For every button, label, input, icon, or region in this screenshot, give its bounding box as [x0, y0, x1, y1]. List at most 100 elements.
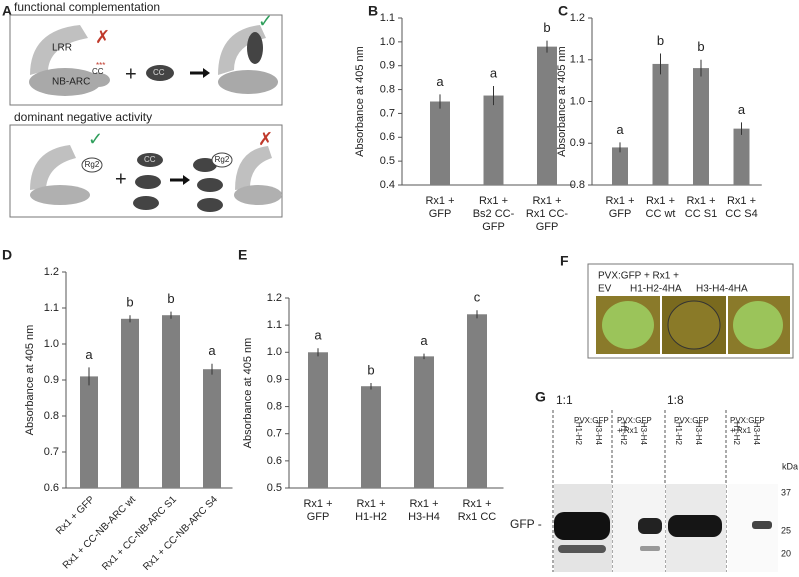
- bar: [361, 386, 381, 488]
- shape: [133, 196, 159, 210]
- y-tick-label: 1.0: [44, 338, 59, 350]
- shape: [30, 145, 76, 190]
- y-tick-label: 0.9: [380, 60, 395, 72]
- y-tick-label: 0.7: [380, 107, 395, 119]
- label: CC: [92, 67, 104, 76]
- lane-label: H1-H2-4HA: [630, 284, 682, 295]
- x-tick-label: Bs2 CC-: [473, 208, 515, 220]
- annotation: a: [436, 74, 444, 89]
- group-label: PVX:GFP: [574, 416, 609, 425]
- bar: [652, 63, 669, 185]
- y-tick-label: 1.1: [570, 54, 585, 66]
- lane-label: H3-H4: [694, 422, 703, 446]
- annotation: b: [543, 20, 550, 35]
- y-axis-title: Absorbance at 405 nm: [556, 46, 568, 157]
- label: CC: [144, 155, 156, 164]
- annotation: a: [616, 122, 624, 137]
- x-tick-label: Rx1 +: [727, 195, 756, 207]
- x-tick-label: Rx1 +: [479, 195, 508, 207]
- lane-label: H3-H4-4HA: [696, 284, 748, 295]
- annotation: a: [490, 65, 498, 80]
- shape: [197, 178, 223, 192]
- y-tick-label: 0.8: [267, 400, 282, 412]
- x-tick-label: CC wt: [646, 208, 676, 220]
- annotation: b: [367, 362, 374, 377]
- shape: [135, 175, 161, 189]
- y-tick-label: 0.5: [380, 155, 395, 167]
- lane-label: H1-H2: [674, 422, 683, 446]
- y-tick-label: 0.8: [44, 410, 59, 422]
- bar: [121, 318, 139, 488]
- leaf-spot: [667, 300, 721, 350]
- shape: [193, 158, 217, 172]
- annotation: b: [126, 295, 133, 310]
- panel-letter: D: [2, 247, 12, 263]
- y-tick-label: 0.8: [570, 179, 585, 191]
- box: [9, 14, 283, 106]
- shape: [30, 185, 90, 205]
- bar: [203, 369, 221, 488]
- band: [668, 515, 722, 537]
- shape: [235, 146, 272, 190]
- bar: [430, 101, 450, 185]
- y-tick-label: 1.0: [380, 36, 395, 48]
- x-tick-label: Rx1 +: [303, 498, 332, 510]
- plus: +: [125, 63, 137, 85]
- group-label: + Rx1: [730, 426, 752, 435]
- x-tick-label: CC S1: [685, 208, 717, 220]
- lrr-shape: [30, 25, 88, 75]
- y-tick-label: 0.9: [570, 137, 585, 149]
- lane-label: H1-H2: [619, 422, 628, 446]
- x-tick-label: Rx1 +: [356, 498, 385, 510]
- lane-label: H3-H4: [639, 422, 648, 446]
- x-tick-label: GFP: [536, 221, 559, 233]
- panel-f: F PVX:GFP + Rx1 + EV H1-H2-4HA H3-H4-4HA: [560, 253, 794, 359]
- check: ✓: [88, 129, 103, 149]
- y-axis-title: Absorbance at 405 nm: [242, 338, 254, 449]
- y-tick-label: 0.7: [44, 446, 59, 458]
- group-label: PVX:GFP: [617, 416, 652, 425]
- bar: [733, 128, 750, 185]
- band: [640, 546, 660, 551]
- annotation: a: [85, 347, 93, 362]
- marker: 20: [781, 548, 791, 558]
- x-tick-label: GFP: [609, 208, 632, 220]
- panel-letter: B: [368, 3, 378, 19]
- cross: ✗: [95, 27, 110, 47]
- annotation: b: [657, 33, 664, 48]
- x-tick-label: Rx1 + CC-NB-ARC wt: [61, 494, 138, 571]
- x-tick-label: Rx1 +: [425, 195, 454, 207]
- rg2-shape: [211, 152, 233, 168]
- shape: [137, 153, 163, 167]
- band-label: GFP -: [510, 517, 542, 531]
- kda: kDa: [782, 461, 798, 471]
- x-tick-label: Rx1 + CC-NB-ARC S4: [141, 494, 220, 573]
- group-label: + Rx1: [617, 426, 639, 435]
- nbarc-shape: [218, 70, 278, 94]
- title: functional complementation: [14, 0, 160, 14]
- band: [752, 521, 772, 529]
- bar: [414, 356, 434, 488]
- y-tick-label: 0.6: [267, 455, 282, 467]
- group-label: PVX:GFP: [730, 416, 765, 425]
- panel-letter: G: [535, 389, 546, 405]
- check: ✓: [258, 11, 273, 31]
- bar: [483, 95, 504, 185]
- x-tick-label: GFP: [307, 511, 330, 523]
- lane-label: H1-H2: [574, 422, 583, 446]
- x-tick-label: Rx1 +: [532, 195, 561, 207]
- band: [554, 512, 610, 540]
- plus: +: [115, 168, 127, 190]
- label: NB-ARC: [52, 77, 90, 88]
- annotation: a: [314, 328, 322, 343]
- label: ***: [96, 61, 105, 70]
- panel-g: G 1:1 1:8 GFP - kDa 37 25 20 PVX:GFPH1-H…: [510, 389, 798, 572]
- band: [558, 545, 606, 553]
- band: [638, 518, 662, 534]
- lane-label: EV: [598, 284, 612, 295]
- bar: [612, 147, 628, 185]
- x-tick-label: Rx1 + CC-NB-ARC S1: [100, 494, 179, 573]
- cc-shape: [247, 32, 263, 64]
- bar: [80, 376, 98, 488]
